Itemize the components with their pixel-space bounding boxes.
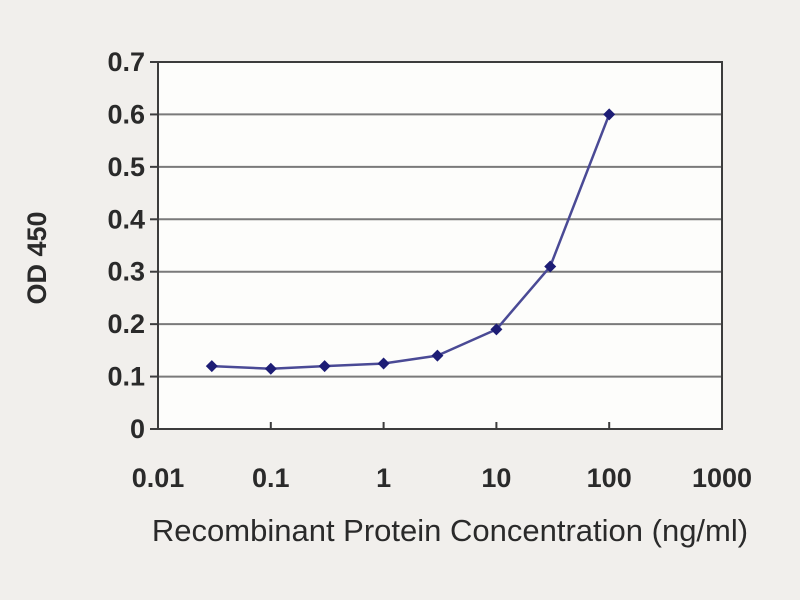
y-tick-label: 0.6	[107, 99, 145, 129]
y-tick-label: 0.5	[107, 152, 145, 182]
y-tick-label: 0	[130, 414, 145, 444]
series-line	[210, 113, 611, 370]
data-point-marker	[318, 360, 331, 373]
data-point-marker	[377, 357, 390, 370]
y-tick-label: 0.3	[107, 257, 145, 287]
data-point-marker	[431, 349, 444, 362]
x-tick-label: 1	[376, 463, 391, 493]
x-tick-label: 10	[481, 463, 511, 493]
y-tick-label: 0.1	[107, 362, 145, 392]
x-tick-label: 100	[587, 463, 632, 493]
data-point-marker	[490, 323, 503, 336]
x-tick-label: 1000	[692, 463, 752, 493]
data-point-marker	[603, 108, 616, 121]
y-tick-label: 0.4	[107, 204, 145, 234]
y-tick-label: 0.2	[107, 309, 145, 339]
plot-area: 0 0.1 0.2 0.3 0.4 0.5 0.6 0.7 0.01 0.1 1 10 100 1000	[107, 47, 752, 493]
data-point-marker	[544, 260, 557, 273]
y-tick-label: 0.7	[107, 47, 145, 77]
x-tick-label: 0.01	[132, 463, 185, 493]
plot-background	[158, 62, 722, 429]
x-tick-label: 0.1	[252, 463, 290, 493]
y-axis-title: OD 450	[22, 211, 52, 304]
data-point-marker	[264, 362, 277, 375]
plot-border	[157, 61, 723, 430]
data-point-marker	[205, 360, 218, 373]
x-axis-title: Recombinant Protein Concentration (ng/ml…	[152, 513, 748, 548]
